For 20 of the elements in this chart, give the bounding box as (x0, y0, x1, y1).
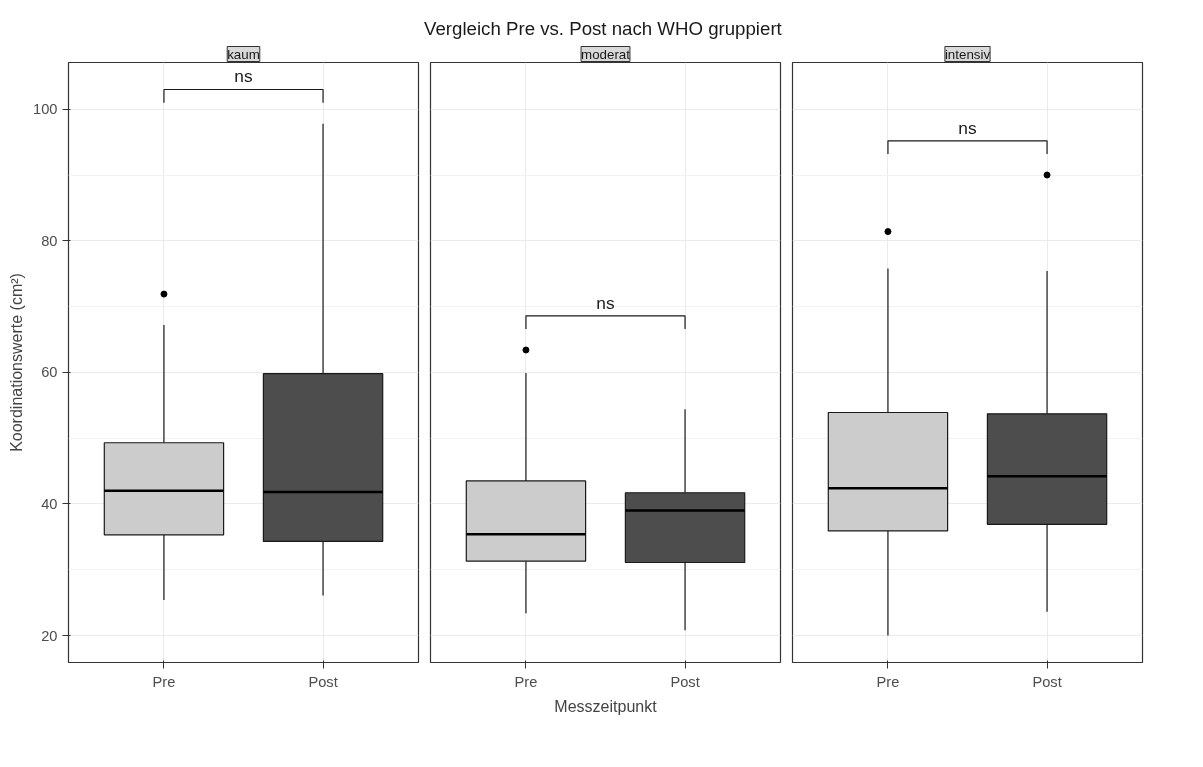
chart-subtitle: moderat (581, 46, 631, 62)
x-tick-label: Post (308, 673, 338, 690)
annotation: ns (234, 66, 253, 87)
annotation: ns (596, 292, 615, 313)
x-axis-title: Messzeitpunkt (554, 697, 658, 715)
chart-title: Vergleich Pre vs. Post nach WHO gruppiert (424, 17, 783, 39)
y-tick-label: 40 (41, 495, 58, 512)
annotation: ns (958, 117, 977, 138)
x-tick-label: Pre (514, 673, 538, 690)
y-tick-label: 80 (41, 232, 58, 249)
x-tick-label: Post (670, 673, 700, 690)
chart-subtitle: kaum (227, 46, 260, 62)
chart-subtitle: intensiv (944, 46, 991, 62)
y-tick-label: 60 (41, 364, 58, 381)
x-tick-label: Pre (152, 673, 176, 690)
y-tick-label: 20 (41, 627, 58, 644)
x-tick-label: Post (1032, 673, 1062, 690)
x-tick-label: Pre (876, 673, 900, 690)
y-axis-title: Koordinationswerte (cm²) (8, 273, 26, 452)
y-tick-label: 100 (33, 101, 58, 118)
